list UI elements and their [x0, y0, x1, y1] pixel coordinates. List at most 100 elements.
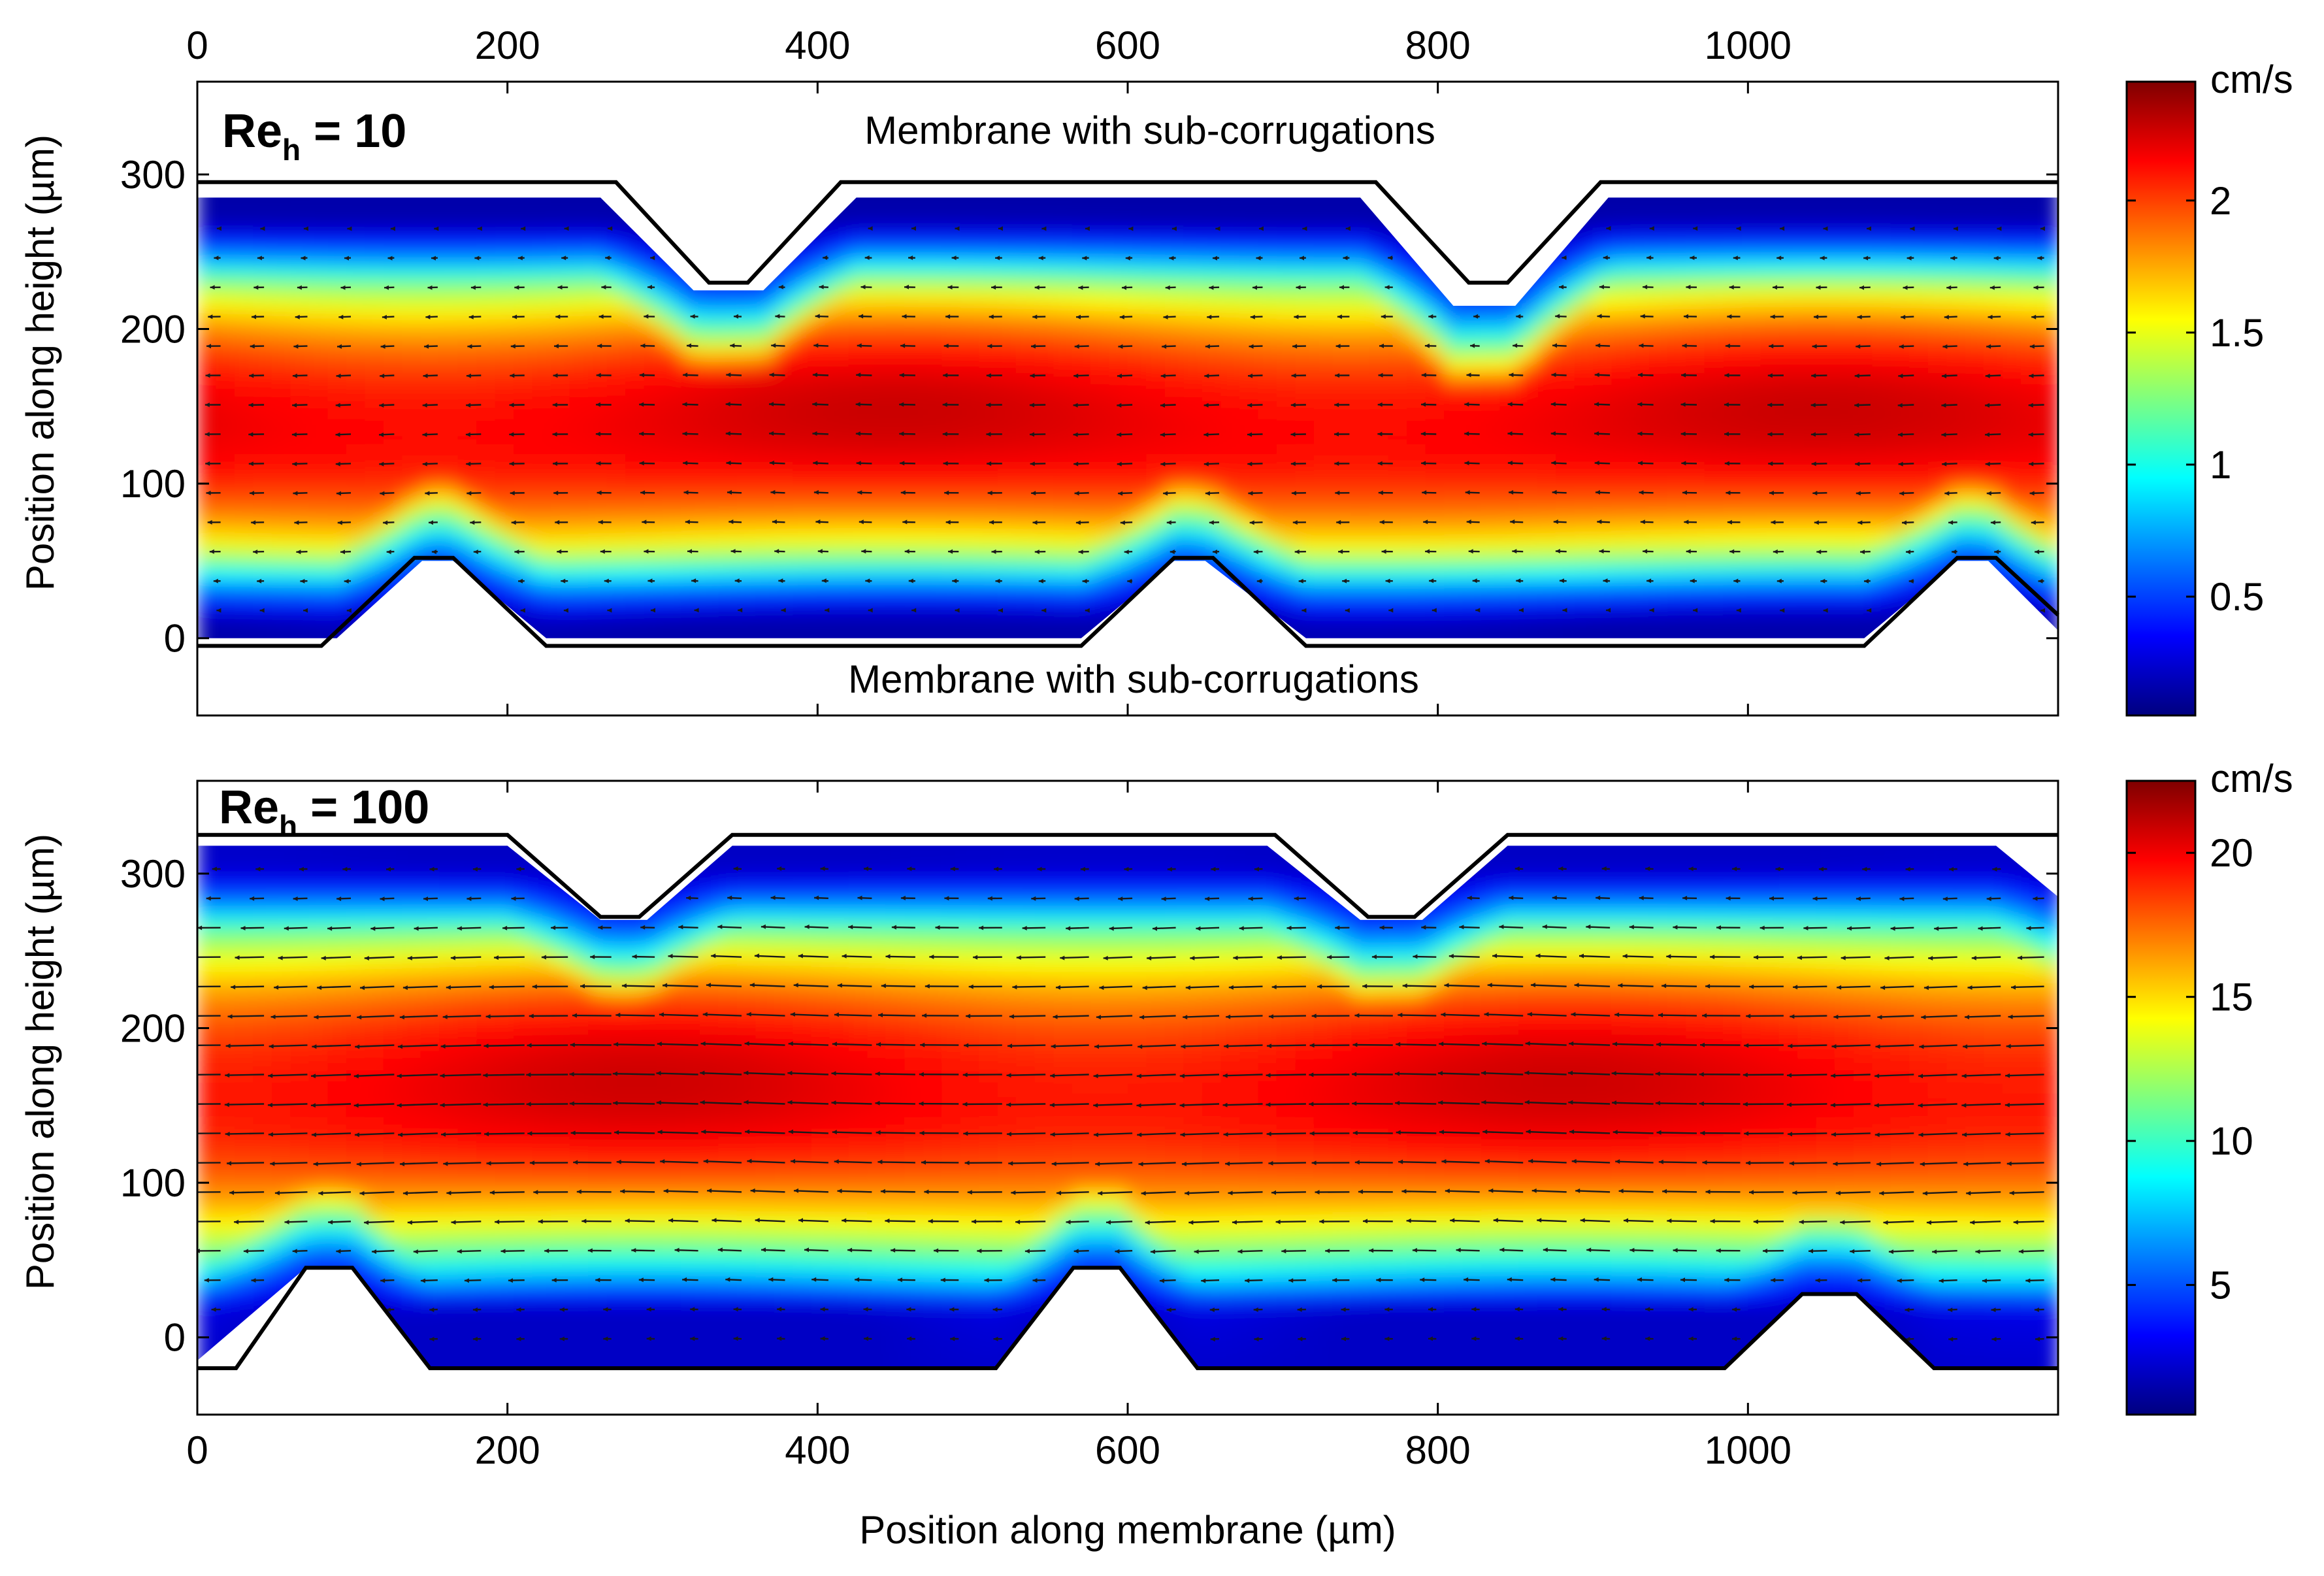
field-cell [1686, 579, 1705, 593]
field-cell [1872, 431, 1891, 444]
field-cell [755, 542, 775, 555]
field-cell [793, 555, 812, 568]
field-cell [514, 468, 533, 482]
field-cell [1369, 282, 1389, 296]
field-cell [1984, 678, 2003, 691]
field-cell [1835, 257, 1854, 271]
field-cell [532, 653, 552, 666]
field-cell [1165, 85, 1185, 98]
field-cell [1965, 184, 1985, 197]
field-cell [1593, 197, 1612, 209]
field-cell [365, 542, 384, 555]
field-cell [1723, 517, 1743, 531]
field-cell [1742, 703, 1761, 716]
field-cell [1016, 431, 1036, 444]
field-cell [1369, 197, 1389, 209]
field-cell [1593, 505, 1612, 519]
field-cell [1556, 653, 1575, 666]
field-cell [495, 653, 515, 666]
field-cell [644, 530, 663, 543]
field-cell [1741, 245, 1761, 259]
field-cell [1165, 418, 1185, 432]
field-cell [774, 382, 794, 395]
field-cell [1388, 443, 1408, 457]
field-cell [1835, 703, 1854, 716]
field-cell [979, 295, 998, 308]
field-cell [1258, 493, 1277, 506]
field-cell [1835, 357, 1854, 370]
field-cell [1872, 73, 1891, 86]
field-cell [383, 332, 403, 346]
field-cell [1109, 320, 1128, 333]
field-cell [606, 579, 627, 593]
field-cell [793, 431, 812, 444]
field-cell [1797, 555, 1817, 568]
field-cell [885, 455, 906, 469]
field-cell [1444, 678, 1464, 691]
field-cell [1928, 73, 1948, 86]
field-cell [1481, 616, 1501, 630]
field-cell [1053, 357, 1073, 370]
field-cell [1016, 208, 1036, 222]
field-cell [1258, 270, 1277, 284]
field-cell [1667, 146, 1687, 159]
field-cell [1686, 542, 1705, 555]
field-cell [402, 270, 421, 284]
field-cell [271, 197, 291, 209]
field-cell [1128, 530, 1147, 543]
field-cell [793, 468, 812, 482]
field-cell [532, 493, 552, 506]
field-cell [1481, 184, 1501, 197]
field-cell [1518, 320, 1538, 333]
field-cell [514, 233, 533, 246]
field-cell [663, 468, 682, 482]
field-cell [1927, 257, 1948, 271]
field-cell [606, 530, 627, 543]
field-cell [1778, 282, 1799, 296]
field-cell [588, 455, 608, 469]
field-cell [1779, 666, 1799, 679]
field-cell [309, 678, 329, 691]
field-cell [811, 332, 831, 346]
field-cell [1016, 703, 1036, 716]
field-cell [1612, 691, 1631, 704]
field-cell [532, 468, 552, 482]
field-cell [1481, 357, 1501, 370]
field-cell [700, 208, 719, 222]
field-cell [793, 542, 812, 555]
field-cell [1704, 517, 1724, 531]
field-cell [811, 666, 831, 679]
field-cell [793, 295, 812, 308]
field-cell [1090, 604, 1110, 617]
field-cell [457, 307, 478, 321]
field-cell [793, 406, 812, 419]
field-cell [420, 579, 440, 593]
field-cell [383, 418, 403, 432]
field-cell [1816, 233, 1836, 246]
field-cell [1202, 629, 1222, 638]
field-cell [1369, 295, 1389, 308]
field-cell [1630, 443, 1650, 457]
field-cell [1183, 344, 1203, 358]
field-cell [1183, 197, 1203, 209]
field-cell [476, 357, 496, 370]
field-cell [1778, 332, 1799, 346]
field-cell [402, 257, 421, 271]
field-cell [1313, 393, 1334, 407]
field-cell [644, 517, 663, 531]
field-cell [1574, 344, 1594, 358]
field-cell [327, 73, 347, 86]
field-cell [1927, 307, 1948, 321]
field-cell [1072, 184, 1092, 197]
field-cell [830, 382, 849, 395]
field-cell [235, 208, 254, 222]
field-cell [718, 110, 738, 123]
field-cell [1704, 431, 1724, 444]
field-cell [346, 233, 366, 246]
field-cell [1147, 184, 1166, 197]
field-cell [1574, 542, 1594, 555]
field-cell [1760, 579, 1780, 593]
field-cell [811, 591, 831, 605]
field-cell [308, 530, 329, 543]
field-cell [1090, 344, 1110, 358]
